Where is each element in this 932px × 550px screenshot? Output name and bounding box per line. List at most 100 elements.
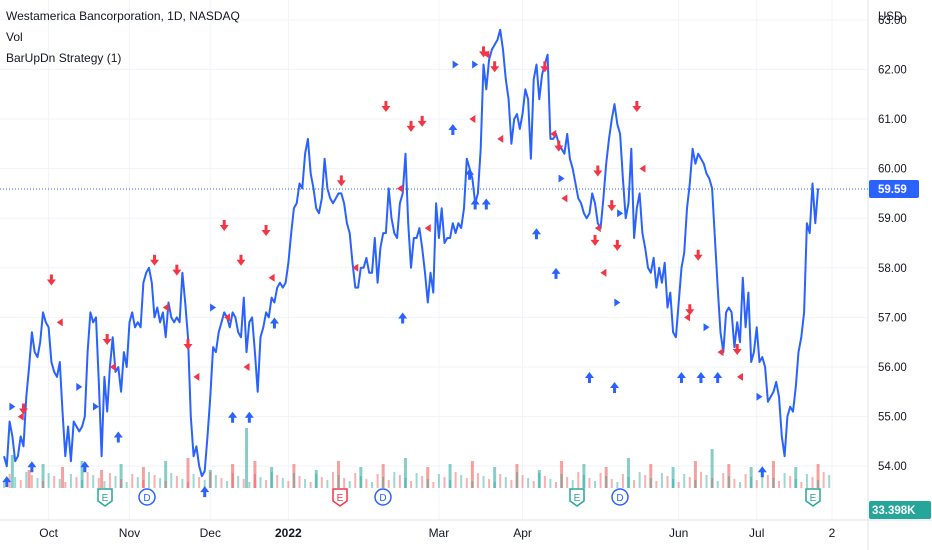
sell-arrow-icon	[219, 220, 229, 231]
volume-bar	[722, 473, 725, 488]
volume-indicator-label[interactable]: Vol	[6, 30, 23, 44]
volume-bar	[365, 479, 368, 488]
volume-bar	[114, 476, 117, 488]
volume-bar	[470, 461, 474, 488]
volume-bar	[331, 472, 334, 488]
event-marker-label: E	[574, 493, 581, 504]
buy-arrow-icon	[398, 312, 408, 324]
volume-bar	[711, 478, 714, 488]
volume-bar	[141, 467, 145, 488]
time-tick-label: Dec	[200, 526, 221, 540]
volume-bar	[86, 472, 89, 488]
volume-bar	[343, 478, 346, 488]
volume-bar	[454, 472, 457, 488]
volume-bar	[666, 476, 669, 488]
strategy-indicator-label[interactable]: BarUpDn Strategy (1)	[6, 51, 122, 65]
volume-bar	[97, 478, 100, 488]
buy-arrow-icon	[676, 372, 686, 384]
entry-marker-icon	[9, 402, 16, 411]
buy-arrow-icon	[200, 486, 210, 498]
time-tick-label: Apr	[513, 526, 532, 540]
sell-arrow-icon	[102, 334, 112, 346]
exit-marker-icon	[737, 372, 743, 381]
exit-marker-icon	[497, 134, 504, 143]
exit-marker-icon	[594, 224, 601, 233]
volume-bar	[359, 467, 363, 488]
exit-marker-icon	[550, 129, 557, 138]
volume-bar	[627, 477, 630, 488]
time-tick-label: Oct	[39, 526, 58, 540]
volume-bar	[499, 474, 502, 488]
buy-arrow-icon	[113, 431, 123, 443]
volume-bar	[493, 467, 497, 488]
buy-arrow-icon	[244, 411, 254, 423]
sell-arrow-icon	[381, 100, 391, 112]
time-tick-label: Mar	[429, 526, 450, 540]
time-tick-label: Nov	[119, 526, 140, 540]
earnings-marker-icon[interactable]	[569, 488, 585, 507]
volume-bar	[120, 479, 123, 488]
volume-bar	[644, 475, 647, 488]
buy-arrow-icon	[481, 198, 491, 210]
volume-bar	[750, 477, 753, 488]
dividend-marker-icon[interactable]	[611, 488, 629, 506]
volume-bar	[515, 464, 519, 488]
volume-bar	[203, 480, 206, 488]
volume-bar	[488, 479, 491, 488]
price-tick-label: 55.00	[878, 412, 907, 424]
volume-bar	[448, 464, 452, 488]
event-marker-label: E	[810, 493, 817, 504]
volume-bar	[170, 473, 173, 488]
volume-bar	[30, 475, 33, 488]
volume-bar	[783, 473, 786, 488]
last-price-label: 59.59	[878, 184, 907, 196]
volume-bar	[208, 470, 212, 488]
volume-bar	[816, 464, 820, 488]
volume-bar	[270, 467, 274, 488]
volume-bar	[226, 481, 229, 488]
earnings-marker-icon[interactable]	[805, 488, 821, 507]
volume-bar	[371, 482, 373, 488]
volume-bar	[326, 480, 329, 488]
event-marker-label: D	[379, 493, 386, 504]
exit-marker-icon	[424, 224, 431, 233]
volume-bar	[515, 472, 518, 488]
dividend-marker-icon[interactable]	[374, 488, 392, 506]
volume-bar	[555, 482, 557, 488]
last-price-tag	[869, 179, 919, 198]
event-marker-label: D	[143, 493, 150, 504]
volume-bar	[716, 481, 719, 488]
volume-bar	[693, 461, 697, 488]
price-tick-label: 63.00	[878, 15, 907, 27]
earnings-marker-icon[interactable]	[332, 488, 348, 507]
earnings-marker-icon[interactable]	[97, 488, 113, 507]
sell-arrow-icon	[261, 224, 271, 236]
sell-arrow-icon	[490, 61, 500, 73]
volume-bar	[449, 480, 452, 488]
volume-bar	[817, 480, 820, 488]
volume-bar	[359, 476, 362, 488]
exit-marker-icon	[469, 115, 476, 124]
volume-bar	[571, 480, 574, 488]
volume-bar	[10, 455, 14, 488]
volume-bar	[633, 480, 636, 488]
buy-arrow-icon	[27, 461, 37, 473]
exit-marker-icon	[600, 268, 607, 277]
volume-bar	[242, 479, 245, 488]
volume-bar	[404, 478, 407, 488]
volume-bar	[421, 476, 424, 488]
sell-arrow-icon	[607, 200, 617, 212]
volume-bar	[800, 482, 803, 488]
buy-arrow-icon	[465, 168, 475, 180]
entry-marker-icon	[703, 323, 710, 332]
volume-bar	[789, 476, 792, 488]
sell-arrow-icon	[632, 100, 642, 112]
volume-bar	[253, 474, 256, 488]
price-line[interactable]	[3, 28, 820, 478]
exit-marker-icon	[193, 372, 200, 381]
time-tick-label: 2022	[275, 526, 302, 540]
dividend-marker-icon[interactable]	[138, 488, 156, 506]
volume-bar	[471, 481, 474, 488]
volume-bar	[626, 458, 630, 488]
